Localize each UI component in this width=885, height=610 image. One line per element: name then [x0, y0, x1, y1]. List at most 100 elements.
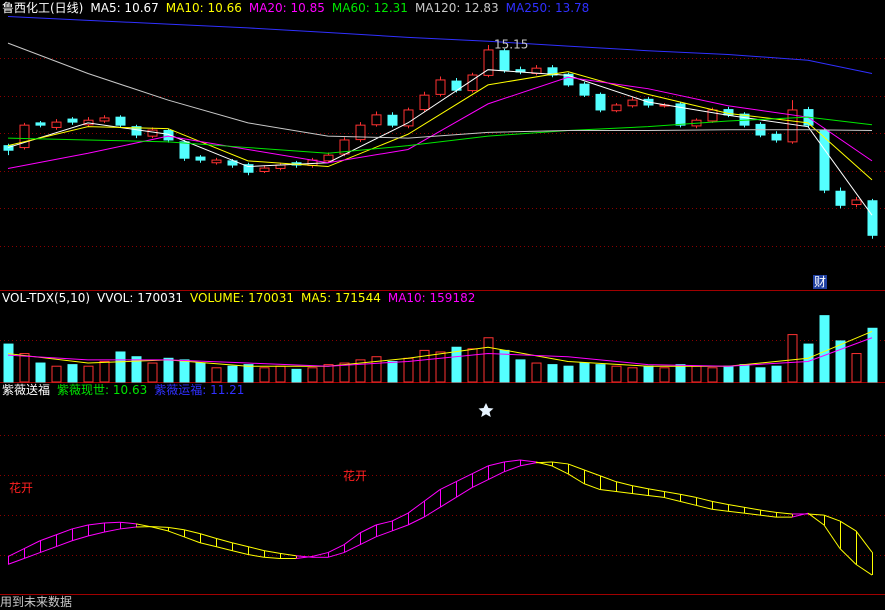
band-edge [23, 552, 41, 559]
volume-bar [115, 351, 126, 383]
candle-body [787, 109, 798, 143]
legend-entry: MA10: 159182 [387, 291, 476, 305]
band-edge [375, 520, 393, 526]
band-edge [727, 504, 745, 508]
note-badge: 财 [813, 275, 828, 289]
volume-bar [67, 364, 78, 383]
band-edge [7, 558, 25, 565]
volume-header: VOL-TDX(5,10) VVOL: 170031 VOLUME: 170031 M… [2, 291, 475, 305]
band-edge [311, 552, 329, 558]
band-edge [743, 512, 761, 516]
volume-bar [163, 357, 174, 383]
volume-bar [659, 367, 670, 383]
volume-bar [99, 360, 110, 383]
ma-line [7, 42, 873, 139]
band-edge [663, 496, 681, 502]
band-edge [615, 491, 633, 494]
candle-body [371, 114, 382, 126]
legend-entry: 紫薇运福: 11.21 [154, 383, 245, 397]
band-edge [823, 524, 841, 549]
legend-entry: MA10: 10.66 [165, 1, 242, 15]
candle-body [259, 167, 270, 172]
band-edge [855, 563, 873, 576]
legend-entry: VVOL: 170031 [97, 291, 184, 305]
band-edge [327, 544, 345, 554]
legend-entry: MA20: 10.85 [248, 1, 325, 15]
volume-bar [35, 362, 46, 383]
volume-bar [803, 343, 814, 383]
band-edge [151, 526, 169, 528]
candle-body [483, 49, 494, 76]
band-edge [535, 461, 553, 464]
candle-body [227, 160, 238, 166]
band-edge [23, 540, 41, 550]
candle-body [819, 129, 830, 191]
ma-line [7, 337, 873, 367]
volume-bar [499, 349, 510, 383]
volume-bar [195, 362, 206, 383]
band-edge [103, 528, 121, 533]
band-edge [775, 511, 793, 515]
band-edge [679, 500, 697, 506]
volume-bar [451, 346, 462, 383]
volume-bar [595, 364, 606, 383]
candle-body [67, 118, 78, 123]
candle-body [707, 109, 718, 122]
candle-body [195, 156, 206, 161]
star-icon [478, 403, 494, 417]
band-edge [519, 459, 537, 463]
candle-body [579, 83, 590, 96]
volume-bar [723, 365, 734, 383]
legend-entry: MA5: 10.67 [90, 1, 159, 15]
band-edge [567, 463, 585, 471]
volume-bar [691, 365, 702, 383]
band-edge [39, 546, 57, 554]
band-edge [199, 533, 217, 539]
footer-text: 用到未来数据 [0, 595, 73, 609]
candle-body [51, 121, 62, 128]
volume-bar [643, 365, 654, 383]
panel-title: 鲁西化工(日线) [2, 1, 84, 15]
band-edge [87, 531, 105, 537]
volume-bar [419, 349, 430, 383]
volume-bar [771, 365, 782, 383]
candle-body [35, 122, 46, 126]
band-edge [263, 550, 281, 554]
volume-bar [819, 315, 830, 383]
band-edge [327, 552, 345, 558]
band-edge [391, 512, 409, 522]
band-edge [183, 536, 201, 544]
band-edge [631, 485, 649, 490]
candle-body [211, 159, 222, 164]
candle-body [323, 154, 334, 162]
candle-body [547, 67, 558, 76]
candle-body [835, 190, 846, 206]
volume-bar [707, 367, 718, 383]
volume-bar [243, 364, 254, 383]
band-edge [455, 473, 473, 483]
legend-entry: 紫薇现世: 10.63 [57, 383, 148, 397]
ma-line [7, 330, 873, 367]
band-edge [439, 481, 457, 490]
volume-bar [867, 327, 878, 383]
band-edge [119, 521, 137, 525]
volume-bar [19, 353, 30, 383]
band-edge [55, 540, 73, 548]
candle-body [675, 103, 686, 126]
band-edge [407, 516, 425, 526]
candle-body [19, 124, 30, 149]
volume-bar [355, 359, 366, 383]
band-edge [375, 530, 393, 538]
band-edge [695, 496, 713, 502]
band-edge [455, 487, 473, 498]
volume-bar [83, 365, 94, 383]
band-edge [247, 546, 265, 552]
band-edge [807, 512, 825, 526]
band-edge [167, 530, 185, 538]
volume-bar [467, 348, 478, 383]
band-edge [519, 462, 537, 467]
band-edge [855, 530, 873, 553]
volume-bar [371, 356, 382, 383]
band-edge [711, 508, 729, 512]
candle-body [419, 94, 430, 111]
